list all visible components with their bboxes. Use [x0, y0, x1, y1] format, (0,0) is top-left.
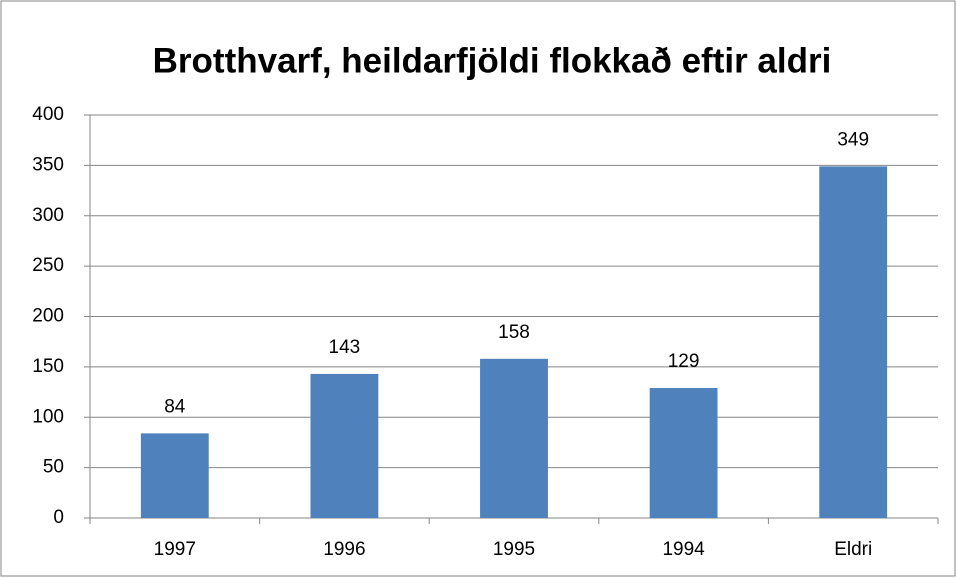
x-tick-label: 1996: [323, 539, 365, 560]
y-tick-label: 250: [32, 255, 64, 276]
x-tick-label: 1994: [662, 539, 705, 560]
x-tick-label: 1995: [493, 539, 535, 560]
y-tick-label: 0: [53, 507, 64, 528]
data-label: 143: [329, 337, 361, 358]
data-label: 158: [498, 322, 530, 343]
bar: [140, 433, 209, 518]
bar: [649, 388, 718, 518]
bar: [480, 358, 548, 518]
y-tick-label: 200: [32, 306, 64, 327]
y-tick-label: 50: [43, 457, 64, 478]
bar: [819, 166, 888, 518]
x-tick-label: 1997: [154, 539, 196, 560]
data-label: 84: [164, 396, 186, 417]
y-tick-label: 350: [32, 154, 64, 175]
y-tick-label: 400: [32, 104, 64, 125]
data-label: 349: [837, 129, 869, 150]
x-tick-label: Eldri: [834, 539, 872, 560]
bar: [310, 373, 379, 518]
y-tick-label: 150: [32, 356, 64, 377]
data-label: 129: [668, 351, 700, 372]
chart-title: Brotthvarf, heildarfjöldi flokkað eftir …: [153, 41, 832, 80]
y-tick-label: 100: [32, 406, 64, 427]
y-tick-label: 300: [32, 205, 64, 226]
